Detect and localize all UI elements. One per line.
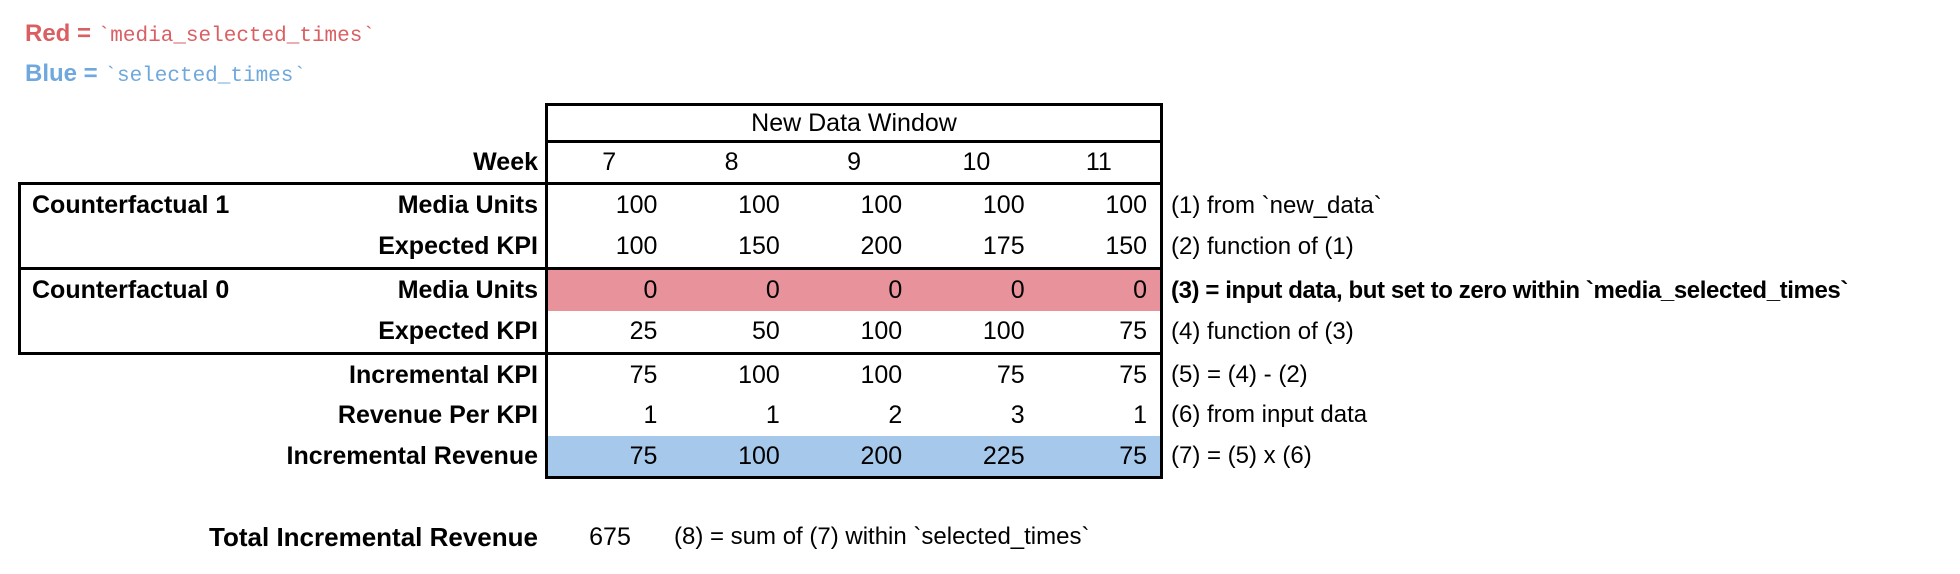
cell-value: 75: [1119, 317, 1148, 345]
cell-value: 25: [629, 317, 658, 345]
legend-red-line: Red = `media_selected_times`: [25, 14, 375, 54]
table-row: 100 150 200 175 150: [548, 226, 1160, 267]
legend-blue-line: Blue = `selected_times`: [25, 54, 375, 94]
selected-times-highlight: [548, 436, 1160, 476]
grid-rule-below-counterfactual0: [18, 352, 1163, 355]
cell-value: 1: [765, 401, 780, 429]
cell-value: 200: [860, 442, 903, 470]
annotation-7: (7) = (5) x (6): [1171, 442, 1312, 469]
group-label-counterfactual-1: Counterfactual 1: [32, 191, 230, 219]
grid-border-left: [545, 103, 548, 479]
cell-value: 0: [1010, 276, 1025, 304]
cell-value: 0: [888, 276, 903, 304]
cell-value: 75: [996, 361, 1025, 389]
legend-blue-code-token: `selected_times`: [104, 65, 306, 88]
cell-value: 200: [860, 232, 903, 260]
cell-value: 175: [982, 232, 1025, 260]
grid-rule-counterfactual-divider: [18, 267, 1163, 270]
annotation-1: (1) from `new_data`: [1171, 192, 1382, 219]
cell-value: 75: [1119, 442, 1148, 470]
table-row: 1 1 2 3 1: [548, 395, 1160, 435]
table-row: 75 100 100 75 75: [548, 355, 1160, 395]
cell-value: 100: [738, 361, 780, 389]
row-label: Media Units: [397, 191, 538, 219]
group-label-counterfactual-0: Counterfactual 0: [32, 276, 230, 304]
cell-value: 100: [615, 191, 658, 219]
cell-value: 100: [860, 317, 903, 345]
week-number: 10: [962, 148, 991, 176]
row-label: Incremental KPI: [349, 361, 538, 389]
annotation-2: (2) function of (1): [1171, 233, 1354, 260]
annotation-8: (8) = sum of (7) within `selected_times`: [674, 523, 1090, 550]
row-label: Media Units: [397, 276, 538, 304]
row-label: Expected KPI: [378, 232, 538, 260]
cell-value: 50: [752, 317, 780, 345]
new-data-window-header: New Data Window: [751, 109, 957, 137]
grid-border-bottom: [545, 476, 1163, 479]
cell-value: 3: [1010, 401, 1025, 429]
week-number: 8: [724, 148, 739, 176]
table-row: 100 100 100 100 100: [548, 185, 1160, 226]
legend-blue-prefix: Blue =: [25, 60, 105, 87]
row-label: Revenue Per KPI: [337, 401, 538, 429]
cell-value: 100: [860, 361, 903, 389]
table-row-highlighted-red: 0 0 0 0 0: [548, 270, 1160, 311]
annotation-4: (4) function of (3): [1171, 318, 1354, 345]
color-legend: Red = `media_selected_times` Blue = `sel…: [25, 14, 375, 94]
grid-rule-below-week: [18, 182, 1163, 185]
week-header-row: 7 8 9 10 11: [548, 143, 1160, 182]
grid-border-top: [545, 103, 1163, 106]
annotation-3: (3) = input data, but set to zero within…: [1171, 277, 1848, 304]
legend-red-prefix: Red =: [25, 20, 98, 47]
week-number: 7: [602, 148, 617, 176]
cell-value: 100: [860, 191, 903, 219]
row-label: Incremental Revenue: [286, 442, 539, 470]
legend-red-code-token: `media_selected_times`: [97, 25, 375, 48]
cell-value: 150: [1105, 232, 1148, 260]
total-incremental-revenue-value: 675: [589, 523, 631, 551]
week-number: 9: [847, 148, 861, 176]
cell-value: 75: [629, 442, 658, 470]
cell-value: 1: [1133, 401, 1148, 429]
table-row: 25 50 100 100 75: [548, 311, 1160, 352]
cell-value: 1: [643, 401, 658, 429]
cell-value: 225: [982, 442, 1025, 470]
annotation-6: (6) from input data: [1171, 401, 1368, 428]
grid-rule-below-header: [545, 140, 1163, 143]
table-row-highlighted-blue: 75 100 200 225 75: [548, 436, 1160, 476]
cell-value: 100: [738, 442, 780, 470]
cell-value: 0: [765, 276, 780, 304]
total-incremental-revenue-label: Total Incremental Revenue: [209, 522, 538, 552]
cell-value: 100: [1105, 191, 1148, 219]
annotation-5: (5) = (4) - (2): [1171, 361, 1308, 388]
cell-value: 0: [1133, 276, 1148, 304]
cell-value: 100: [982, 191, 1025, 219]
week-row-label: Week: [473, 148, 538, 176]
row-label: Expected KPI: [378, 317, 538, 345]
week-number: 11: [1085, 148, 1112, 176]
label-box-border-left: [18, 182, 21, 355]
cell-value: 100: [615, 232, 658, 260]
cell-value: 100: [738, 191, 780, 219]
cell-value: 100: [982, 317, 1025, 345]
cell-value: 75: [629, 361, 658, 389]
grid-border-right: [1160, 103, 1163, 479]
cell-value: 0: [643, 276, 658, 304]
cell-value: 75: [1119, 361, 1148, 389]
cell-value: 150: [738, 232, 780, 260]
media-selected-times-highlight: [548, 270, 1160, 311]
cell-value: 2: [888, 401, 903, 429]
